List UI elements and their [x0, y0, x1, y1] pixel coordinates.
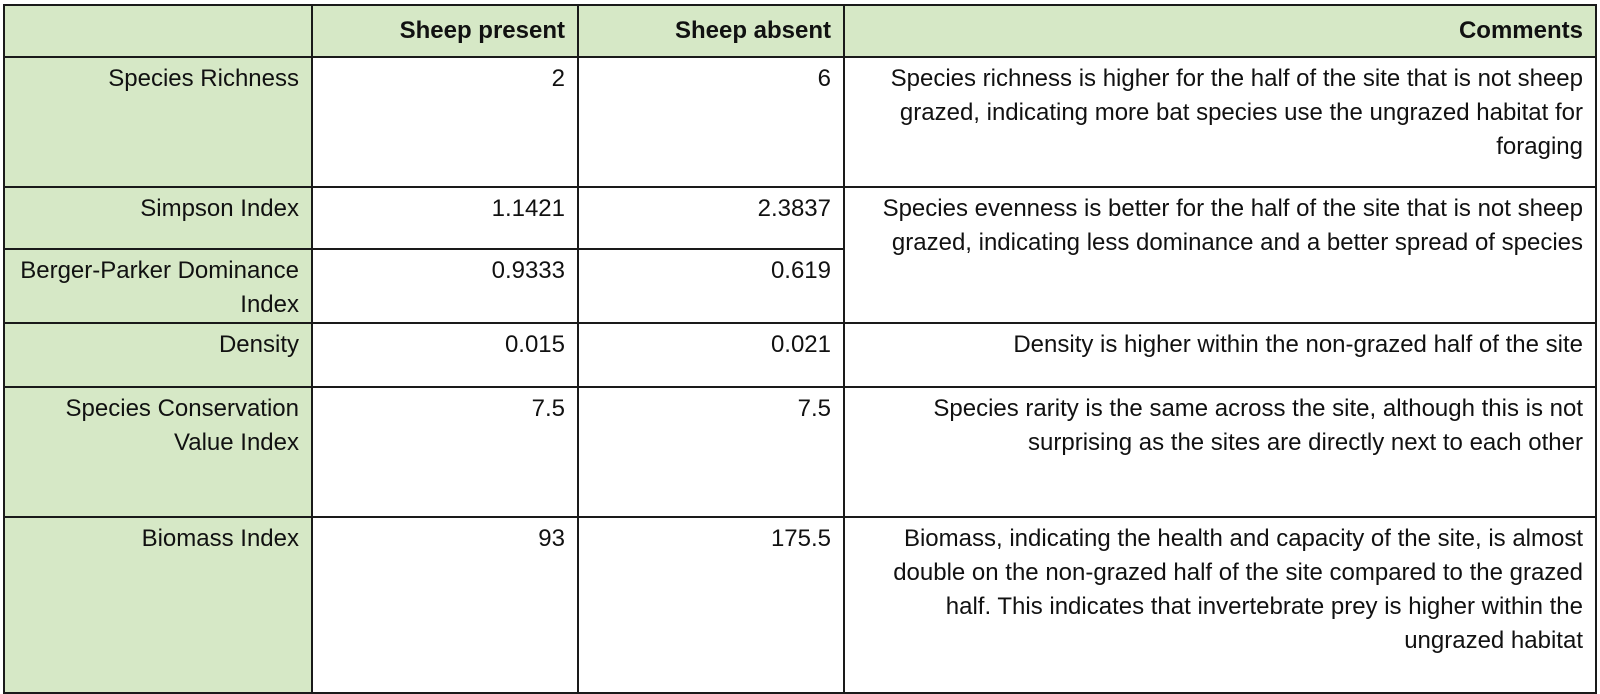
table-row: Species Richness 2 6 Species richness is…	[3, 56, 1597, 188]
sheep-present-value: 7.5	[311, 386, 579, 518]
sheep-present-value: 0.9333	[311, 248, 579, 324]
header-sheep-absent: Sheep absent	[577, 4, 845, 58]
table-row: Biomass Index 93 175.5 Biomass, indicati…	[3, 516, 1597, 694]
header-row: Sheep present Sheep absent Comments	[3, 4, 1597, 58]
sheep-absent-value: 6	[577, 56, 845, 188]
sheep-present-value: 1.1421	[311, 186, 579, 250]
sheep-absent-value: 0.619	[577, 248, 845, 324]
header-corner-cell	[3, 4, 313, 58]
table-row: Simpson Index 1.1421 2.3837 Species even…	[3, 186, 1597, 324]
header-comments: Comments	[843, 4, 1597, 58]
comment-cell: Species rarity is the same across the si…	[843, 386, 1597, 518]
comment-cell: Biomass, indicating the health and capac…	[843, 516, 1597, 694]
metric-label: Species Richness	[3, 56, 313, 188]
metric-label: Species Conservation Value Index	[3, 386, 313, 518]
header-sheep-present: Sheep present	[311, 4, 579, 58]
metric-label: Berger-Parker Dominance Index	[3, 248, 313, 324]
metric-label: Simpson Index	[3, 186, 313, 250]
sheep-present-value: 2	[311, 56, 579, 188]
comment-cell: Density is higher within the non-grazed …	[843, 322, 1597, 388]
metric-label: Density	[3, 322, 313, 388]
table-row: Berger-Parker Dominance Index 0.9333 0.6…	[3, 248, 1596, 324]
metric-label: Biomass Index	[3, 516, 313, 694]
sheep-present-value: 93	[311, 516, 579, 694]
sheep-absent-value: 7.5	[577, 386, 845, 518]
table-row: Density 0.015 0.021 Density is higher wi…	[3, 322, 1597, 388]
comment-cell: Species evenness is better for the half …	[843, 186, 1597, 324]
sheep-present-value: 0.015	[311, 322, 579, 388]
sheep-absent-value: 2.3837	[577, 186, 845, 250]
sheep-absent-value: 175.5	[577, 516, 845, 694]
comment-cell: Species richness is higher for the half …	[843, 56, 1597, 188]
results-table: Sheep present Sheep absent Comments Spec…	[3, 4, 1597, 694]
table-row: Species Conservation Value Index 7.5 7.5…	[3, 386, 1597, 518]
sheep-absent-value: 0.021	[577, 322, 845, 388]
